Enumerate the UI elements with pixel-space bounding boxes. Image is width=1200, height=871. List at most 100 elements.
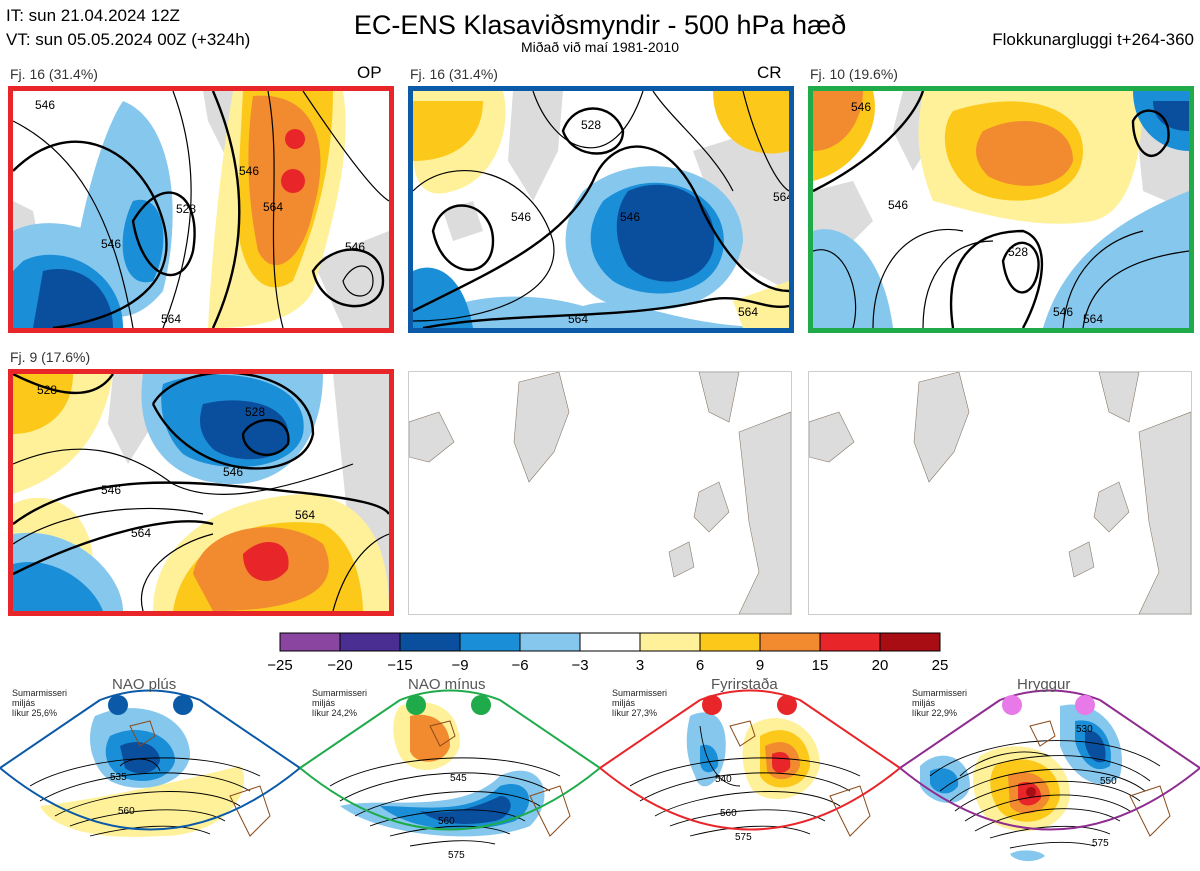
colorbar-tick-label: −3 — [571, 657, 589, 674]
classification-window: Flokkunargluggi t+264-360 — [992, 30, 1194, 49]
colorbar-tick-label: 9 — [755, 657, 765, 674]
land-mass — [1098, 372, 1140, 423]
regime-dot — [471, 695, 491, 715]
colorbar-swatch — [759, 632, 821, 652]
contour-label: 546 — [345, 240, 365, 254]
regime-nao-minus[interactable]: Sumarmisseri miljás líkur 24,2% NAO mínus … — [300, 676, 600, 871]
colorbar-swatch — [699, 632, 761, 652]
regime-name: Fyrirstaða — [711, 676, 778, 693]
land-mass — [913, 372, 970, 483]
contour-label: 540 — [715, 774, 732, 785]
colorbar-swatch — [879, 632, 941, 652]
colorbar-swatch — [459, 632, 521, 652]
colorbar-tick-label: −25 — [267, 657, 293, 674]
land-mass — [668, 541, 695, 578]
regime-ridge[interactable]: Sumarmisseri miljás líkur 22,9% Hryggur 53… — [900, 676, 1200, 871]
contour-label: 546 — [1053, 305, 1073, 319]
anomaly-area — [813, 91, 863, 151]
anomaly-area — [1026, 787, 1036, 797]
page-subtitle: Miðað við maí 1981-2010 — [521, 39, 679, 55]
anomaly-area — [13, 562, 103, 611]
empty-map-6 — [808, 371, 1192, 615]
land-mass — [1093, 481, 1130, 533]
regime-name: NAO mínus — [408, 676, 486, 693]
contour-label: 564 — [161, 312, 181, 326]
coastline — [129, 720, 271, 837]
cluster-map-3[interactable]: 546 528 546 564 546 — [808, 86, 1194, 333]
regime-name: NAO plús — [112, 676, 177, 693]
regime-dot — [173, 695, 193, 715]
anomaly-area — [1153, 101, 1189, 131]
contour-label: 546 — [511, 210, 531, 224]
contour-label: 528 — [176, 202, 196, 216]
colorbar-tick-label: −9 — [451, 657, 469, 674]
init-time: IT: sun 21.04.2024 12Z — [6, 6, 180, 25]
regime-blocking[interactable]: Sumarmisseri miljás líkur 27,3% Fyrirstaða… — [600, 676, 900, 871]
regime-info: Sumarmisseri miljás líkur 27,3% — [612, 688, 668, 718]
cluster-label-4: Fj. 9 (17.6%) — [10, 349, 91, 365]
anomaly-area — [413, 267, 473, 328]
colorbar — [279, 632, 941, 652]
regime-info: Sumarmisseri miljás líkur 22,9% — [912, 688, 968, 718]
valid-time: VT: sun 05.05.2024 00Z (+324h) — [6, 30, 251, 49]
regime-name: Hryggur — [1017, 676, 1071, 693]
colorbar-swatch — [579, 632, 641, 652]
contour-label: 564 — [773, 190, 789, 204]
anomaly-area — [410, 714, 450, 762]
land-mass — [513, 372, 570, 483]
contour-label: 575 — [448, 850, 465, 861]
colorbar-swatch — [399, 632, 461, 652]
regime-info: Sumarmisseri miljás líkur 24,2% — [312, 688, 368, 718]
contour-label: 564 — [295, 508, 315, 522]
colorbar-tick-label: 25 — [931, 657, 949, 674]
anomaly-area — [616, 184, 715, 282]
contour-label: 528 — [1008, 245, 1028, 259]
anomaly-area — [413, 101, 483, 161]
contour-label: 575 — [735, 832, 752, 843]
anomaly-area — [772, 751, 791, 773]
cluster-tag-op: OP — [357, 63, 382, 82]
contour-label: 546 — [851, 100, 871, 114]
land-mass — [693, 481, 730, 533]
anomaly-area — [285, 129, 305, 149]
contour-label: 560 — [720, 808, 737, 819]
anomaly-area — [200, 400, 289, 460]
contour-label: 564 — [263, 200, 283, 214]
colorbar-tick-label: −20 — [327, 657, 353, 674]
anomaly-area — [713, 91, 789, 154]
anomaly-area — [700, 744, 719, 773]
cluster-label-3: Fj. 10 (19.6%) — [810, 66, 898, 82]
contour-label: 546 — [223, 465, 243, 479]
land-mass — [693, 121, 789, 291]
cluster-map-1[interactable]: 546 528 546 564 564 546 546 — [8, 86, 394, 333]
land-mass — [1138, 411, 1191, 614]
contour-label: 535 — [110, 772, 127, 783]
cluster-label-2: Fj. 16 (31.4%) — [410, 66, 498, 82]
colorbar-tick-label: −6 — [511, 657, 529, 674]
page-title: EC-ENS Klasaviðsmyndir - 500 hPa hæð — [353, 10, 847, 40]
anomaly-area — [281, 169, 305, 193]
contour-label: 546 — [888, 198, 908, 212]
contour-label: 546 — [35, 98, 55, 112]
contour-label: 546 — [101, 483, 121, 497]
colorbar-swatch — [339, 632, 401, 652]
coastline — [729, 720, 871, 837]
land-mass — [1068, 541, 1095, 578]
contour-label: 560 — [438, 816, 455, 827]
contour-label: 564 — [568, 312, 588, 326]
colorbar-tick-label: 6 — [695, 657, 705, 674]
regime-nao-plus[interactable]: Sumarmisseri miljás líkur 25,6% NAO plús 5… — [0, 676, 300, 871]
contour-label: 550 — [1100, 776, 1117, 787]
colorbar-swatch — [639, 632, 701, 652]
anomaly-area — [33, 269, 113, 328]
cluster-map-4[interactable]: 528 546 564 546 564 528 — [8, 369, 394, 616]
contour-label: 546 — [239, 164, 259, 178]
regime-dot — [406, 695, 426, 715]
contour-label: 528 — [37, 383, 57, 397]
contour-label: 575 — [1092, 838, 1109, 849]
land-mass — [409, 411, 455, 463]
land-mass — [809, 411, 855, 463]
cluster-map-2[interactable]: 528 546 564 564 564 546 — [408, 86, 794, 333]
colorbar-tick-label: −15 — [387, 657, 413, 674]
colorbar-tick-label: 3 — [635, 657, 645, 674]
